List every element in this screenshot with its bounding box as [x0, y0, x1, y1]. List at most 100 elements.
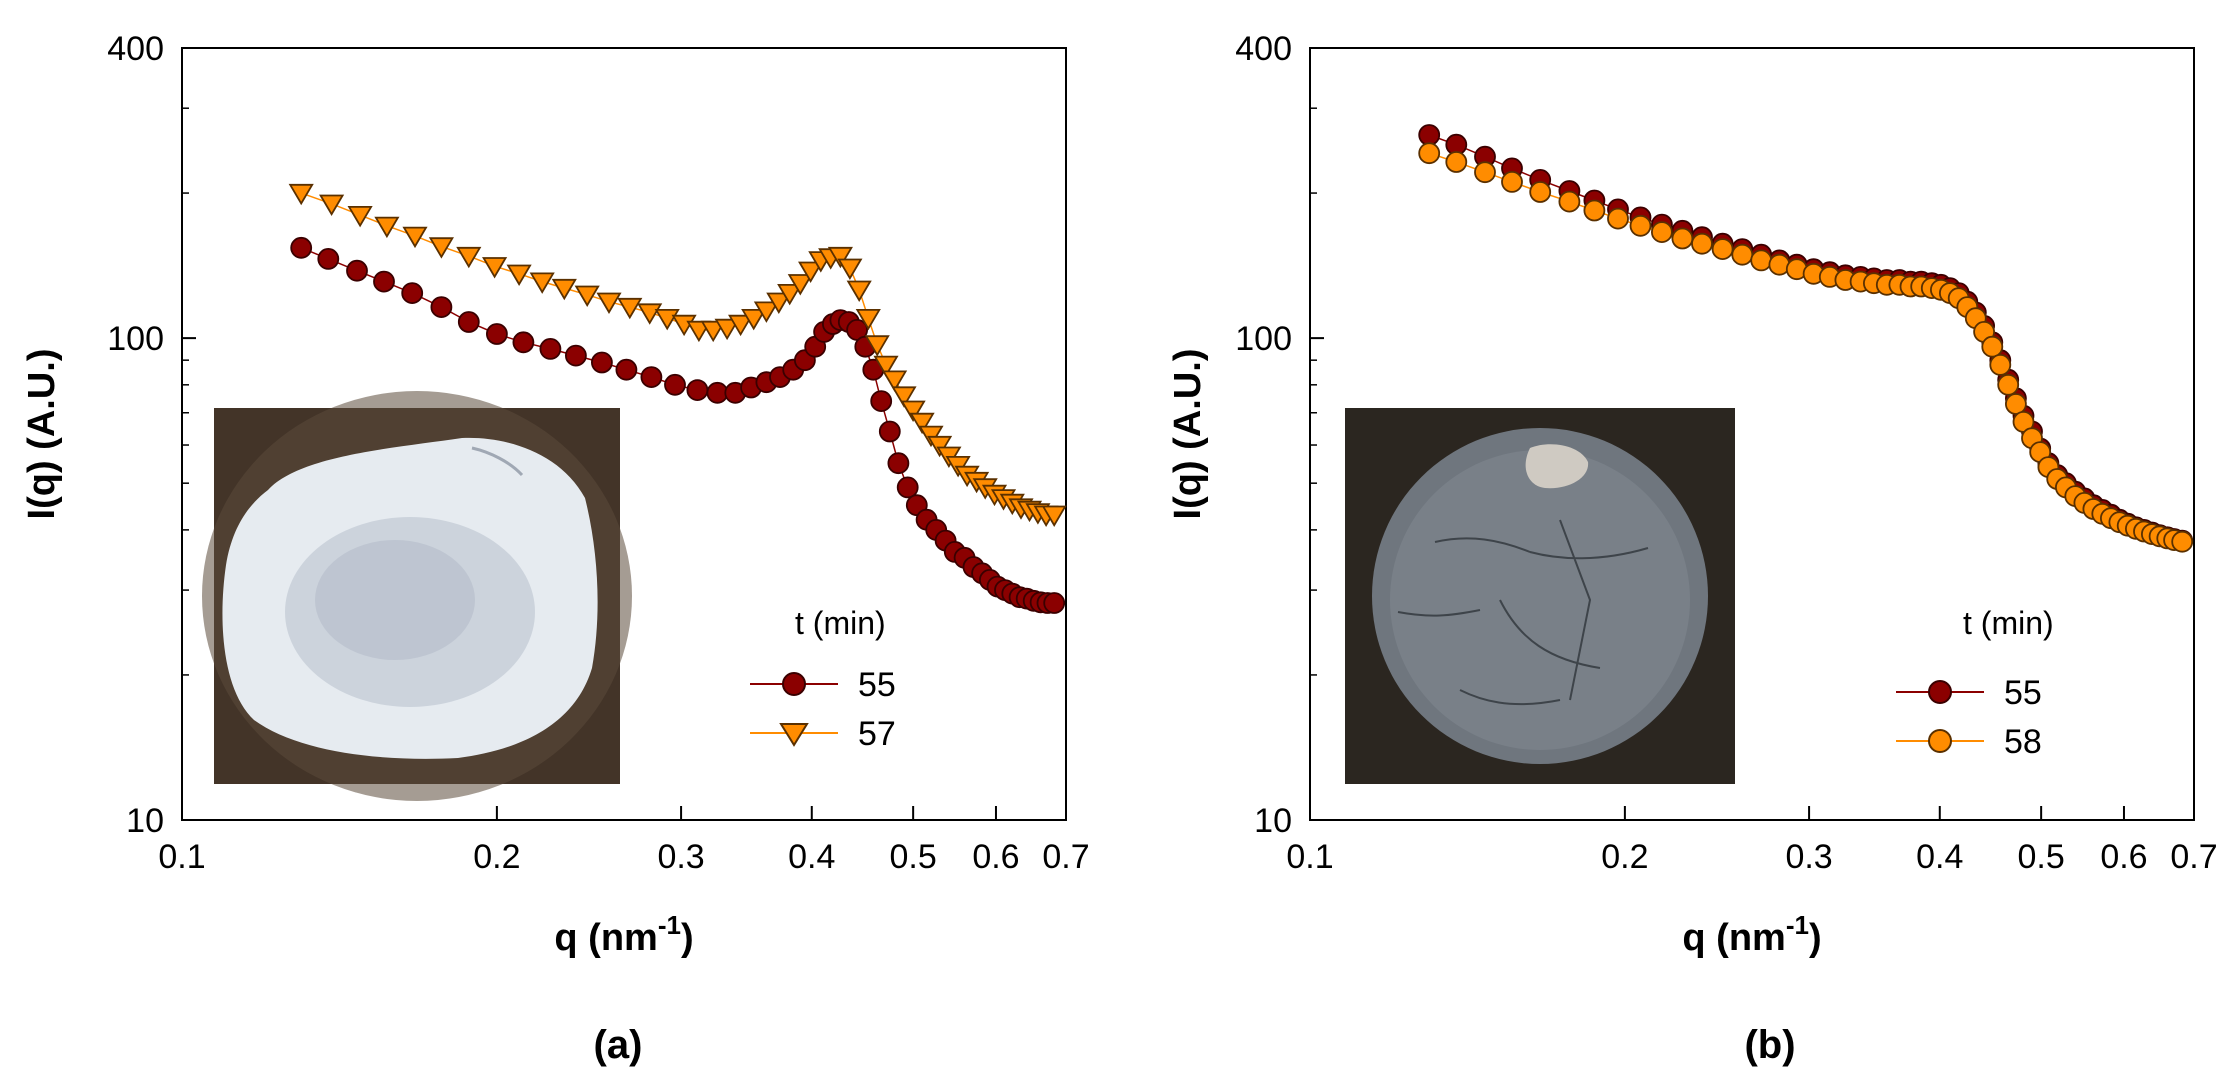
x-tick-label-a-6: 0.7 — [1042, 838, 1089, 876]
point-a-55-1 — [317, 247, 340, 270]
point-a-55-12 — [615, 358, 638, 381]
legend-label-55: 55 — [858, 666, 896, 704]
y-tick-label-b-0: 10 — [1254, 802, 1292, 840]
point-a-57-2 — [347, 206, 373, 228]
x-axis-label-a: q (nm-1) — [554, 910, 693, 959]
x-tick-label-a-1: 0.2 — [473, 838, 520, 876]
point-b-58-12 — [1711, 238, 1734, 261]
point-a-55-0 — [290, 236, 313, 259]
point-a-57-21 — [741, 309, 767, 331]
point-b-58-35 — [1997, 373, 2020, 396]
x-tick-label-a-2: 0.3 — [657, 838, 704, 876]
point-a-57-23 — [766, 292, 792, 314]
point-b-58-9 — [1651, 221, 1673, 244]
x-tick-label-b-5: 0.6 — [2100, 838, 2147, 876]
point-a-57-37 — [900, 400, 926, 422]
inset-photo-dark-sample — [1345, 408, 1735, 784]
x-tick-label-a-5: 0.6 — [972, 838, 1019, 876]
point-a-57-53 — [1041, 505, 1067, 527]
point-b-58-34 — [1989, 353, 2012, 376]
point-b-58-14 — [1750, 249, 1773, 272]
point-a-57-33 — [864, 335, 890, 357]
point-b-58-5 — [1558, 190, 1581, 213]
point-a-57-35 — [882, 370, 908, 392]
legend-marker-55 — [782, 672, 806, 696]
point-a-55-33 — [887, 452, 910, 475]
point-a-55-9 — [539, 337, 562, 360]
point-a-57-12 — [596, 292, 622, 314]
point-a-57-8 — [506, 264, 532, 286]
point-a-55-32 — [878, 420, 901, 443]
legend-marker-57 — [779, 723, 809, 747]
point-a-57-10 — [551, 278, 577, 301]
x-tick-label-b-3: 0.4 — [1916, 838, 1963, 876]
legend-title: t (min) — [795, 605, 886, 641]
point-a-57-0 — [288, 183, 314, 206]
legend-marker-55 — [1928, 680, 1952, 704]
point-a-57-5 — [428, 237, 454, 259]
y-tick-label-a-1: 100 — [107, 320, 164, 358]
legend-b: t (min) 55 58 — [1896, 605, 2054, 761]
point-a-57-14 — [637, 303, 663, 325]
point-a-55-8 — [512, 331, 535, 354]
y-tick-label-a-2: 400 — [107, 30, 164, 68]
x-tick-label-b-1: 0.2 — [1601, 838, 1648, 876]
points-b — [1418, 124, 2194, 553]
point-a-55-2 — [346, 259, 368, 282]
x-axis-label-b: q (nm-1) — [1682, 910, 1821, 959]
axes-b: 0.1 0.2 0.3 0.4 0.5 0.6 0.7 10 100 400 — [1235, 30, 2217, 876]
point-b-58-7 — [1607, 207, 1629, 230]
point-b-58-8 — [1629, 214, 1652, 237]
panel-a: 0.1 0.2 0.3 0.4 0.5 0.6 0.7 10 100 400 t (min) 55… — [21, 30, 1090, 1067]
point-b-58-56 — [2171, 530, 2194, 553]
point-a-57-26 — [798, 261, 824, 283]
point-a-57-36 — [891, 386, 917, 408]
x-tick-label-a-0: 0.1 — [158, 838, 205, 876]
y-tick-label-b-1: 100 — [1235, 320, 1292, 358]
point-a-57-18 — [700, 320, 726, 343]
points-a — [288, 183, 1067, 614]
axes-a: 0.1 0.2 0.3 0.4 0.5 0.6 0.7 10 100 400 — [107, 30, 1089, 876]
point-b-58-3 — [1501, 170, 1523, 193]
point-b-55-0 — [1418, 124, 1441, 146]
point-a-57-31 — [846, 280, 872, 302]
panel-label-b: (b) — [1744, 1023, 1795, 1067]
y-axis-label-a: I(q) (A.U.) — [21, 349, 63, 520]
panel-label-a: (a) — [594, 1023, 643, 1067]
point-a-57-30 — [837, 258, 863, 280]
legend-title: t (min) — [1963, 605, 2054, 641]
y-tick-label-a-0: 10 — [126, 802, 164, 840]
point-a-57-7 — [482, 257, 508, 279]
point-b-58-10 — [1671, 227, 1694, 250]
point-b-58-13 — [1731, 243, 1754, 266]
point-b-58-2 — [1474, 161, 1496, 184]
point-a-55-10 — [565, 344, 587, 367]
legend-label-55: 55 — [2004, 674, 2042, 712]
x-tick-label-b-2: 0.3 — [1785, 838, 1832, 876]
point-a-57-19 — [714, 318, 740, 341]
point-a-57-13 — [617, 297, 643, 320]
x-tick-label-a-3: 0.4 — [788, 838, 835, 876]
point-a-55-6 — [457, 311, 480, 333]
point-a-57-38 — [909, 412, 935, 435]
point-a-55-3 — [373, 270, 395, 293]
point-a-55-14 — [664, 373, 686, 396]
point-a-57-9 — [529, 272, 555, 294]
inset-photo-white-sample — [202, 391, 632, 801]
x-tick-label-a-4: 0.5 — [890, 838, 937, 876]
y-tick-label-b-2: 400 — [1235, 30, 1292, 68]
point-a-57-6 — [456, 246, 482, 269]
point-a-57-29 — [827, 246, 853, 269]
point-a-55-11 — [591, 351, 613, 374]
point-a-57-40 — [927, 435, 953, 458]
plot-frame-b — [1309, 47, 2195, 821]
point-b-58-36 — [2005, 393, 2027, 415]
legend-label-57: 57 — [858, 715, 896, 753]
point-b-58-11 — [1691, 232, 1713, 255]
point-a-55-34 — [896, 476, 919, 499]
point-a-57-34 — [873, 355, 899, 378]
point-a-57-22 — [753, 301, 779, 323]
point-b-58-1 — [1445, 151, 1468, 173]
plot-frame-a — [181, 47, 1067, 821]
